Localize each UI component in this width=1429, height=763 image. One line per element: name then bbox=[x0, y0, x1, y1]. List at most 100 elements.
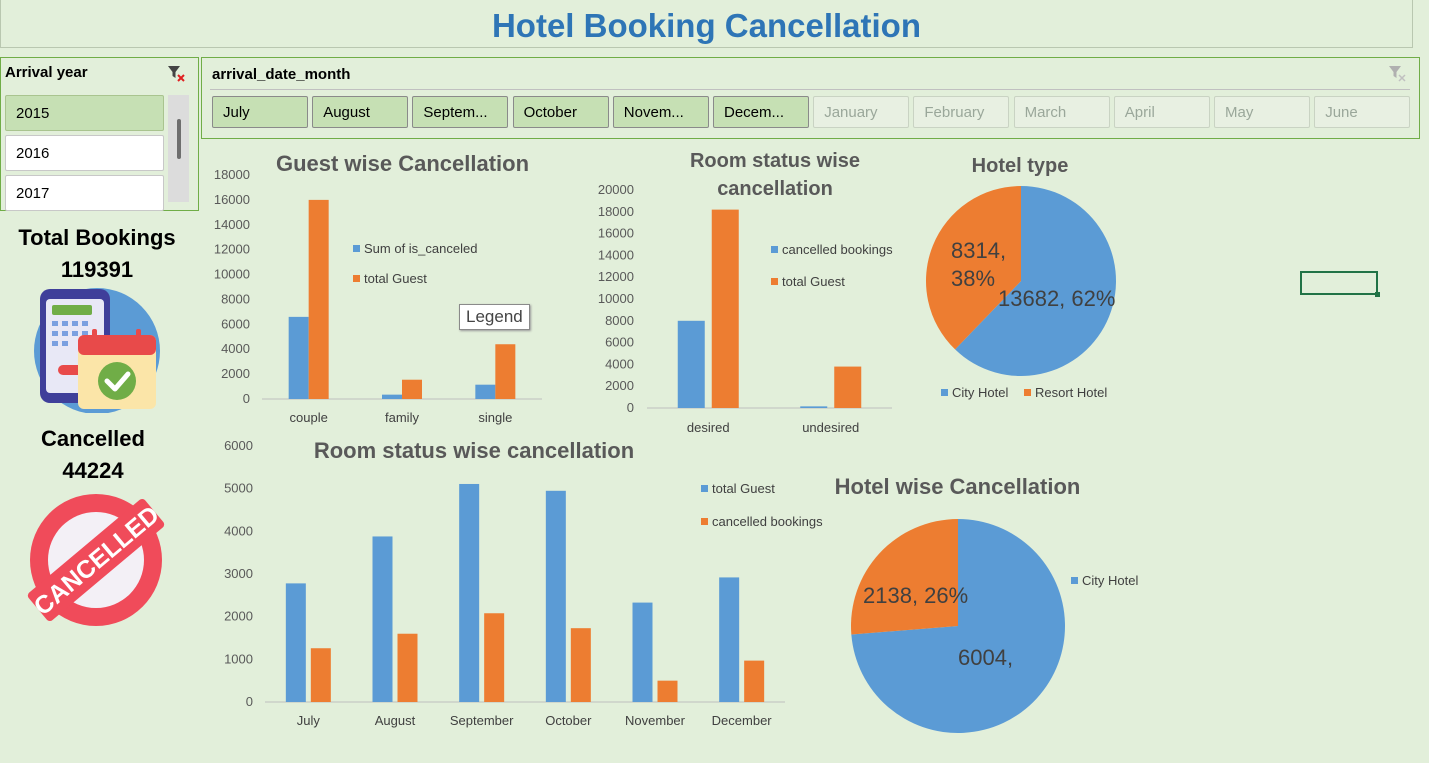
selected-cell[interactable] bbox=[1300, 271, 1380, 297]
month-item-9[interactable]: April bbox=[1113, 96, 1210, 128]
legend-swatch bbox=[701, 518, 708, 525]
month-item-8[interactable]: March bbox=[1013, 96, 1110, 128]
y-tick-label: 4000 bbox=[605, 356, 634, 371]
y-tick-label: 4000 bbox=[221, 341, 250, 356]
dashboard-title: Hotel Booking Cancellation bbox=[0, 0, 1413, 48]
pie-data-label: 6004, bbox=[958, 645, 1013, 670]
y-tick-label: 1000 bbox=[224, 651, 253, 666]
y-tick-label: 2000 bbox=[224, 609, 253, 624]
legend-label: Sum of is_canceled bbox=[364, 241, 477, 256]
legend-label: total Guest bbox=[782, 274, 845, 289]
hotel-wise-title: Hotel wise Cancellation bbox=[834, 474, 1081, 499]
pie-data-label: 8314, bbox=[951, 238, 1006, 263]
bar-room-0-1 bbox=[711, 209, 739, 408]
category-label: August bbox=[375, 713, 416, 728]
y-tick-label: 2000 bbox=[221, 366, 250, 381]
pie-data-label: 38% bbox=[951, 266, 995, 291]
year-item-2017[interactable]: 2017 bbox=[5, 175, 164, 211]
y-tick-label: 12000 bbox=[598, 269, 634, 284]
y-tick-label: 2000 bbox=[605, 378, 634, 393]
month-item-10[interactable]: May bbox=[1214, 96, 1310, 128]
bar-month-1-0 bbox=[372, 536, 393, 702]
category-label: October bbox=[545, 713, 592, 728]
legend-label: City Hotel bbox=[952, 385, 1008, 400]
year-item-2015[interactable]: 2015 bbox=[5, 95, 164, 131]
y-tick-label: 6000 bbox=[605, 335, 634, 350]
pie-slice-hoteltype-0 bbox=[955, 186, 1116, 376]
month-item-3[interactable]: October bbox=[512, 96, 609, 128]
cancelled-label: Cancelled bbox=[41, 426, 145, 451]
month-item-0[interactable]: July bbox=[212, 96, 308, 128]
y-tick-label: 12000 bbox=[214, 242, 250, 257]
month-item-5[interactable]: Decem... bbox=[713, 96, 809, 128]
room-chart-title-line1: Room status wise bbox=[689, 150, 861, 172]
bar-month-1-1 bbox=[397, 633, 418, 702]
y-tick-label: 5000 bbox=[224, 481, 253, 496]
bar-month-3-0 bbox=[545, 490, 566, 702]
month-slicer-header: arrival_date_month bbox=[212, 66, 351, 83]
legend-swatch bbox=[353, 245, 360, 252]
pie-slice-hotelwise-1 bbox=[850, 519, 958, 635]
y-tick-label: 18000 bbox=[598, 204, 634, 219]
year-slicer-header: Arrival year bbox=[5, 64, 88, 81]
y-tick-label: 8000 bbox=[221, 291, 250, 306]
y-tick-label: 6000 bbox=[221, 316, 250, 331]
legend-swatch bbox=[353, 275, 360, 282]
booking-calendar-icon bbox=[34, 288, 160, 413]
category-label: July bbox=[297, 713, 321, 728]
legend-label: total Guest bbox=[364, 271, 427, 286]
legend-swatch bbox=[701, 485, 708, 492]
total-bookings-label: Total Bookings bbox=[18, 225, 176, 250]
bar-month-2-1 bbox=[484, 613, 505, 702]
scrollbar-thumb[interactable] bbox=[177, 119, 181, 159]
month-item-7[interactable]: February bbox=[913, 96, 1010, 128]
bar-month-5-1 bbox=[744, 660, 765, 702]
month-slicer[interactable]: arrival_date_month July August Septem... Oc… bbox=[201, 57, 1420, 139]
month-item-1[interactable]: August bbox=[312, 96, 409, 128]
legend-swatch bbox=[941, 389, 948, 396]
year-slicer-scrollbar[interactable] bbox=[168, 95, 189, 202]
category-label: November bbox=[625, 713, 686, 728]
hotel-type-title: Hotel type bbox=[971, 155, 1069, 177]
month-chart-title: Room status wise cancellation bbox=[313, 438, 635, 463]
pie-slice-hotelwise-0 bbox=[851, 519, 1065, 733]
year-item-2016[interactable]: 2016 bbox=[5, 135, 164, 171]
bar-month-0-1 bbox=[310, 648, 331, 702]
y-tick-label: 14000 bbox=[598, 247, 634, 262]
bar-room-0-0 bbox=[677, 320, 705, 408]
legend-swatch bbox=[1024, 389, 1031, 396]
slicer-divider bbox=[210, 89, 1410, 90]
room-chart-title-line2: cancellation bbox=[717, 178, 833, 200]
y-tick-label: 10000 bbox=[598, 291, 634, 306]
y-tick-label: 16000 bbox=[214, 192, 250, 207]
total-bookings-value: 119391 bbox=[60, 257, 134, 282]
bar-month-2-0 bbox=[459, 483, 480, 702]
clear-filter-icon[interactable] bbox=[1388, 64, 1406, 82]
month-item-11[interactable]: June bbox=[1314, 96, 1411, 128]
category-label: December bbox=[712, 713, 773, 728]
month-item-4[interactable]: Novem... bbox=[612, 96, 709, 128]
bar-guest-2-0 bbox=[475, 384, 496, 399]
legend-label: total Guest bbox=[712, 481, 775, 496]
legend-swatch bbox=[1071, 577, 1078, 584]
bar-guest-0-1 bbox=[308, 199, 329, 399]
category-label: September bbox=[450, 713, 514, 728]
legend-label: Resort Hotel bbox=[1035, 385, 1107, 400]
bar-room-1-1 bbox=[834, 366, 862, 408]
y-tick-label: 0 bbox=[246, 694, 253, 709]
y-tick-label: 18000 bbox=[214, 167, 250, 182]
month-item-6[interactable]: January bbox=[813, 96, 910, 128]
y-tick-label: 0 bbox=[243, 391, 250, 406]
month-item-2[interactable]: Septem... bbox=[412, 96, 509, 128]
category-label: single bbox=[478, 410, 512, 425]
clear-filter-icon[interactable] bbox=[167, 64, 185, 82]
y-tick-label: 14000 bbox=[214, 217, 250, 232]
year-slicer[interactable]: Arrival year 2015 2016 2017 bbox=[0, 57, 199, 211]
y-tick-label: 6000 bbox=[224, 438, 253, 453]
category-label: undesired bbox=[802, 420, 859, 435]
legend-label: cancelled bookings bbox=[712, 514, 823, 529]
bar-month-4-1 bbox=[657, 680, 678, 702]
y-tick-label: 8000 bbox=[605, 313, 634, 328]
bar-guest-1-0 bbox=[382, 394, 402, 399]
